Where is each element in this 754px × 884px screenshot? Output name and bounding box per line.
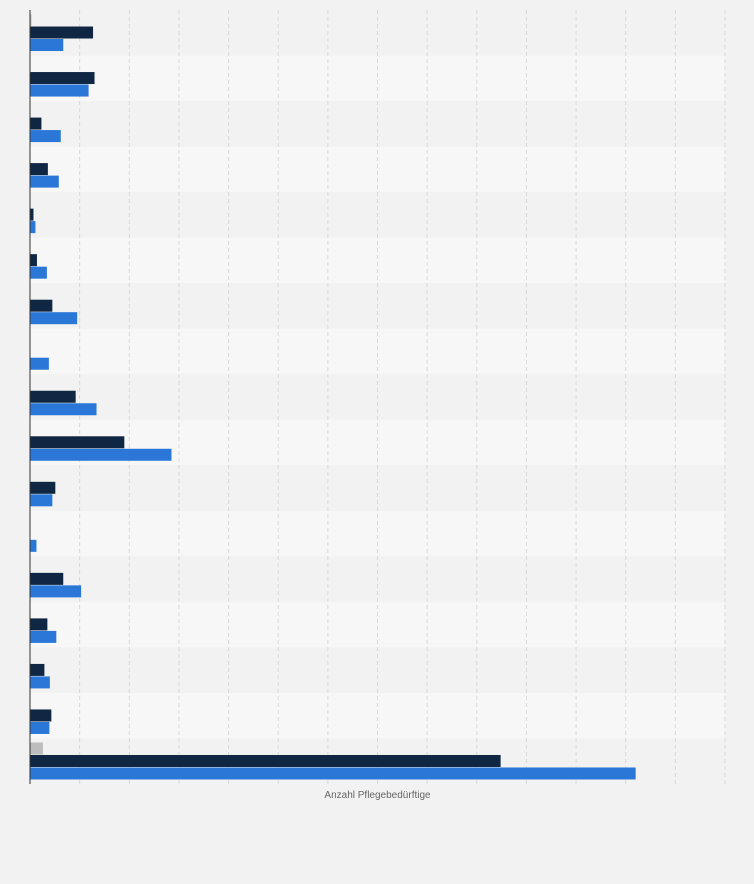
bar (30, 754, 501, 767)
bar (30, 312, 78, 325)
bar (30, 175, 59, 188)
bar (30, 163, 48, 176)
bar (30, 208, 34, 221)
bar (30, 494, 53, 507)
bar (30, 266, 47, 279)
bar (30, 39, 64, 52)
bars (30, 14, 636, 780)
bar (30, 117, 42, 130)
bar (30, 676, 50, 689)
bar (30, 767, 636, 780)
bar (30, 572, 64, 585)
bar (30, 481, 56, 494)
bar (30, 254, 37, 267)
bar (30, 130, 61, 143)
row-band (30, 510, 725, 557)
row-band (30, 601, 725, 648)
x-axis-label: Anzahl Pflegebedürftige (324, 790, 431, 801)
bar (30, 221, 36, 234)
bar (30, 299, 53, 312)
bar (30, 390, 76, 403)
row-band (30, 146, 725, 193)
bar (30, 26, 94, 39)
bar (30, 14, 32, 27)
bar (30, 721, 50, 734)
bar (30, 84, 89, 97)
row-band (30, 328, 725, 375)
bar (30, 742, 43, 755)
bar (30, 630, 57, 643)
bar (30, 618, 48, 631)
row-band (30, 55, 725, 102)
bar (30, 403, 97, 416)
row-band (30, 237, 725, 284)
row-band (30, 692, 725, 739)
bar (30, 709, 52, 722)
bar (30, 72, 95, 85)
bar (30, 539, 37, 552)
gridlines (79, 10, 726, 784)
bar (30, 436, 125, 449)
bar (30, 663, 45, 676)
bar (30, 585, 82, 598)
bar (30, 448, 172, 461)
bar (30, 357, 49, 370)
